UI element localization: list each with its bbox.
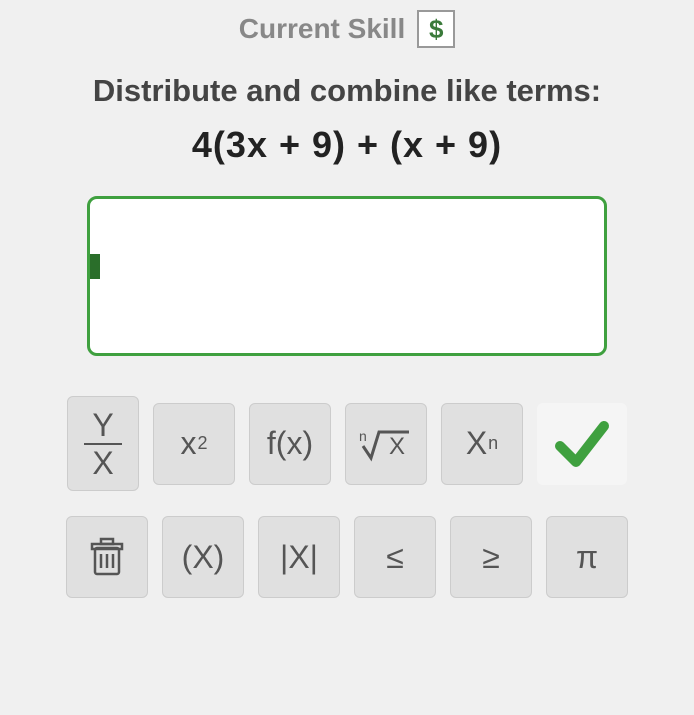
subscript-base: X: [466, 425, 487, 462]
function-label: f(x): [267, 425, 313, 462]
current-skill-label: Current Skill: [239, 13, 405, 45]
pi-label: π: [576, 539, 598, 576]
pi-button[interactable]: π: [546, 516, 628, 598]
fraction-denominator: X: [92, 445, 113, 479]
greater-than-equal-button[interactable]: ≥: [450, 516, 532, 598]
less-than-equal-button[interactable]: ≤: [354, 516, 436, 598]
fraction-button[interactable]: Y X: [67, 396, 139, 491]
toolbar-row-1: Y X x2 f(x) n X Xn: [20, 396, 674, 491]
problem-equation: 4(3x + 9) + (x + 9): [20, 124, 674, 166]
exponent-base: x: [180, 425, 196, 462]
root-button[interactable]: n X: [345, 403, 427, 485]
lte-label: ≤: [386, 539, 404, 576]
money-icon[interactable]: $: [417, 10, 455, 48]
parentheses-button[interactable]: (X): [162, 516, 244, 598]
absolute-value-button[interactable]: |X|: [258, 516, 340, 598]
exponent-power: 2: [197, 433, 207, 454]
radical-icon: X: [361, 426, 411, 462]
toolbar-row-2: (X) |X| ≤ ≥ π: [20, 516, 674, 598]
fraction-numerator: Y: [84, 409, 121, 445]
input-cursor: [90, 254, 100, 279]
delete-button[interactable]: [66, 516, 148, 598]
subscript-sub: n: [488, 433, 498, 454]
problem-prompt: Distribute and combine like terms:: [20, 73, 674, 109]
function-button[interactable]: f(x): [249, 403, 331, 485]
root-index: n: [359, 428, 367, 444]
gte-label: ≥: [482, 539, 500, 576]
trash-icon: [86, 536, 128, 578]
svg-text:X: X: [389, 433, 405, 460]
check-icon: [552, 414, 612, 474]
absolute-value-label: |X|: [280, 539, 318, 576]
header: Current Skill $: [20, 10, 674, 48]
subscript-button[interactable]: Xn: [441, 403, 523, 485]
exponent-button[interactable]: x2: [153, 403, 235, 485]
submit-button[interactable]: [537, 403, 627, 485]
parentheses-label: (X): [182, 539, 225, 576]
answer-input[interactable]: [87, 196, 607, 356]
